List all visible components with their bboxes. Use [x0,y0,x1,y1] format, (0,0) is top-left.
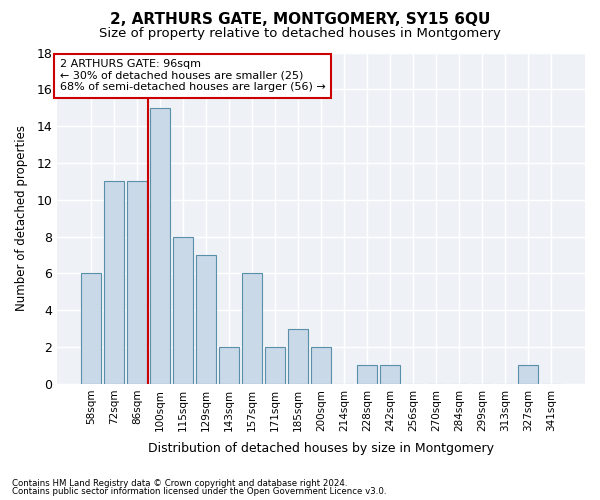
Bar [127,182,146,384]
Bar [288,328,308,384]
Text: Contains HM Land Registry data © Crown copyright and database right 2024.: Contains HM Land Registry data © Crown c… [12,478,347,488]
Y-axis label: Number of detached properties: Number of detached properties [15,125,28,311]
Bar [196,255,216,384]
Text: Contains public sector information licensed under the Open Government Licence v3: Contains public sector information licen… [12,487,386,496]
Bar [219,347,239,384]
Bar [242,274,262,384]
X-axis label: Distribution of detached houses by size in Montgomery: Distribution of detached houses by size … [148,442,494,455]
Bar [357,366,377,384]
Bar [104,182,124,384]
Text: 2 ARTHURS GATE: 96sqm
← 30% of detached houses are smaller (25)
68% of semi-deta: 2 ARTHURS GATE: 96sqm ← 30% of detached … [60,59,325,92]
Bar [311,347,331,384]
Bar [173,236,193,384]
Bar [150,108,170,384]
Bar [81,274,101,384]
Bar [265,347,285,384]
Text: 2, ARTHURS GATE, MONTGOMERY, SY15 6QU: 2, ARTHURS GATE, MONTGOMERY, SY15 6QU [110,12,490,28]
Text: Size of property relative to detached houses in Montgomery: Size of property relative to detached ho… [99,28,501,40]
Bar [380,366,400,384]
Bar [518,366,538,384]
